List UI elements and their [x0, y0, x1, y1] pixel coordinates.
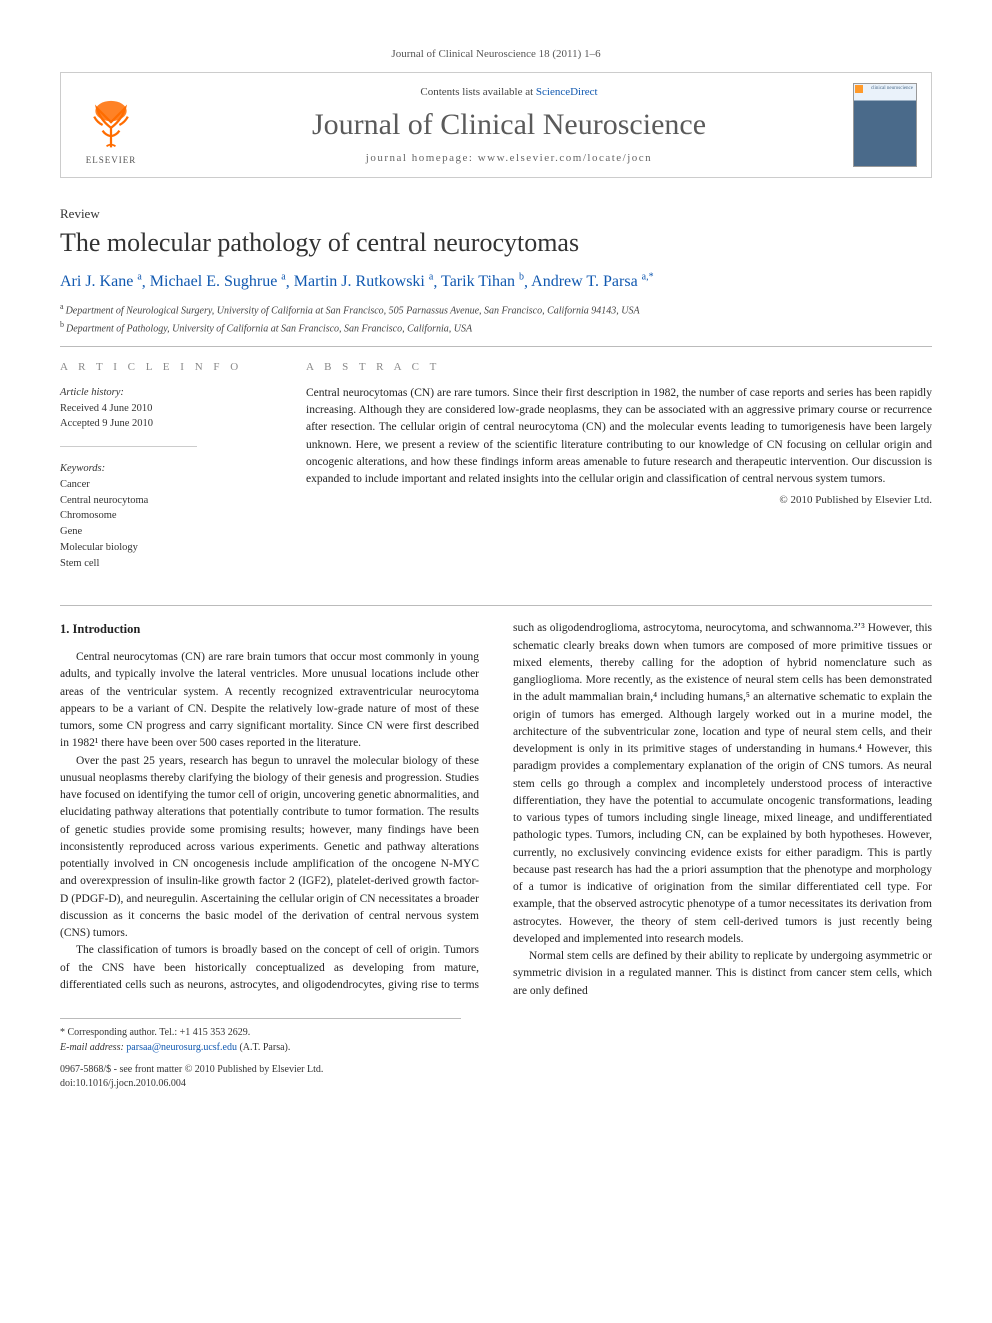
journal-cover-thumbnail: clinical neuroscience	[853, 83, 917, 167]
body-paragraph: Over the past 25 years, research has beg…	[60, 753, 479, 943]
keyword: Central neurocytoma	[60, 493, 270, 509]
abstract-label: A B S T R A C T	[306, 361, 932, 373]
elsevier-logo: ELSEVIER	[75, 85, 147, 165]
keyword: Molecular biology	[60, 540, 270, 556]
article-info-sidebar: A R T I C L E I N F O Article history: R…	[60, 361, 270, 572]
accepted-date: Accepted 9 June 2010	[60, 416, 270, 432]
author: Andrew T. Parsa a,*	[531, 273, 653, 290]
publisher-name: ELSEVIER	[86, 155, 137, 165]
author-affil-sup: a,*	[642, 272, 654, 283]
journal-masthead: ELSEVIER Contents lists available at Sci…	[60, 72, 932, 178]
author-affil-sup: b	[519, 272, 524, 283]
running-header: Journal of Clinical Neuroscience 18 (201…	[60, 48, 932, 60]
section-heading-1: 1. Introduction	[60, 620, 479, 639]
keyword: Chromosome	[60, 508, 270, 524]
body-two-column: 1. Introduction Central neurocytomas (CN…	[60, 620, 932, 1000]
author: Tarik Tihan b	[441, 273, 524, 290]
article-info-label: A R T I C L E I N F O	[60, 361, 270, 373]
email-person: (A.T. Parsa).	[239, 1042, 290, 1053]
footnotes: * Corresponding author. Tel.: +1 415 353…	[60, 1018, 461, 1055]
keyword: Gene	[60, 524, 270, 540]
abstract-copyright: © 2010 Published by Elsevier Ltd.	[306, 494, 932, 506]
affiliation-sup: b	[60, 320, 66, 329]
affiliations: a Department of Neurological Surgery, Un…	[60, 301, 932, 336]
journal-homepage: journal homepage: www.elsevier.com/locat…	[165, 152, 853, 164]
history-label: Article history:	[60, 385, 270, 401]
email-label: E-mail address:	[60, 1042, 124, 1053]
front-matter-line: 0967-5868/$ - see front matter © 2010 Pu…	[60, 1063, 932, 1077]
keyword: Cancer	[60, 477, 270, 493]
info-divider	[60, 446, 197, 447]
body-paragraph: Normal stem cells are defined by their a…	[513, 948, 932, 1000]
article-title: The molecular pathology of central neuro…	[60, 228, 932, 258]
affiliation-row: b Department of Pathology, University of…	[60, 319, 932, 336]
cover-title: clinical neuroscience	[871, 86, 913, 91]
corresponding-author: * Corresponding author. Tel.: +1 415 353…	[60, 1025, 461, 1040]
body-paragraph: Central neurocytomas (CN) are rare brain…	[60, 649, 479, 753]
author-affil-sup: a	[281, 272, 285, 283]
cover-badge-icon	[855, 85, 863, 93]
affiliation-row: a Department of Neurological Surgery, Un…	[60, 301, 932, 318]
abstract-column: A B S T R A C T Central neurocytomas (CN…	[306, 361, 932, 572]
abstract-text: Central neurocytomas (CN) are rare tumor…	[306, 385, 932, 489]
author-affil-sup: a	[429, 272, 433, 283]
keywords-label: Keywords:	[60, 461, 270, 477]
keyword: Stem cell	[60, 556, 270, 572]
contents-available-line: Contents lists available at ScienceDirec…	[165, 86, 853, 98]
divider	[60, 346, 932, 347]
affiliation-sup: a	[60, 302, 66, 311]
sciencedirect-link[interactable]: ScienceDirect	[536, 86, 598, 98]
received-date: Received 4 June 2010	[60, 401, 270, 417]
contents-pre: Contents lists available at	[420, 86, 535, 98]
doi-block: 0967-5868/$ - see front matter © 2010 Pu…	[60, 1063, 932, 1091]
author: Michael E. Sughrue a	[150, 273, 286, 290]
author: Ari J. Kane a	[60, 273, 142, 290]
authors-line: Ari J. Kane a, Michael E. Sughrue a, Mar…	[60, 272, 932, 291]
divider	[60, 605, 932, 606]
journal-name: Journal of Clinical Neuroscience	[165, 108, 853, 142]
doi-line: doi:10.1016/j.jocn.2010.06.004	[60, 1077, 932, 1091]
elsevier-tree-icon	[83, 97, 139, 153]
author-affil-sup: a	[137, 272, 141, 283]
corresponding-email-link[interactable]: parsaa@neurosurg.ucsf.edu	[126, 1042, 237, 1053]
author: Martin J. Rutkowski a	[294, 273, 434, 290]
article-type: Review	[60, 206, 932, 222]
